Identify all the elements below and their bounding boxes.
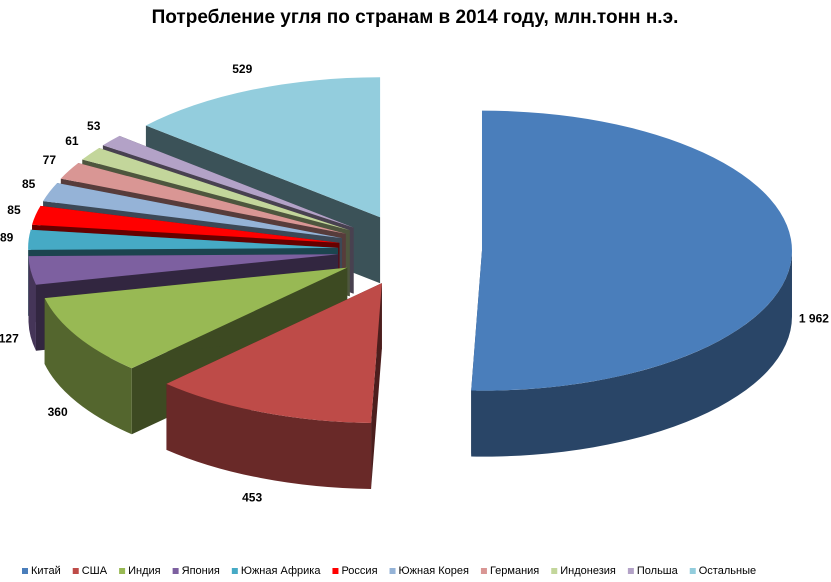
legend-swatch xyxy=(627,568,634,574)
data-label: 529 xyxy=(232,62,252,76)
legend-label: Индонезия xyxy=(560,565,616,577)
legend-label: Япония xyxy=(182,565,220,577)
legend-label: Китай xyxy=(31,565,61,577)
slice xyxy=(166,283,382,424)
legend-label: США xyxy=(82,565,108,577)
slice xyxy=(43,182,343,239)
slice xyxy=(82,147,350,231)
legend-swatch xyxy=(119,568,126,574)
data-label: 77 xyxy=(43,153,57,167)
legend-label: Индия xyxy=(128,565,161,577)
slice xyxy=(28,254,339,285)
legend-swatch xyxy=(172,568,179,574)
data-label: 127 xyxy=(0,331,19,345)
slice-wall xyxy=(44,298,132,435)
slice xyxy=(471,110,792,391)
legend-swatch xyxy=(22,568,28,574)
data-label: 89 xyxy=(0,231,14,245)
legend-swatch xyxy=(231,568,238,574)
data-label: 453 xyxy=(242,490,262,504)
legend-swatch xyxy=(332,568,339,574)
slice xyxy=(32,205,340,243)
slice-wall xyxy=(166,383,372,490)
legend-label: Россия xyxy=(341,565,377,577)
data-label: 85 xyxy=(7,203,21,217)
data-label: 85 xyxy=(22,177,36,191)
legend-label: Германия xyxy=(490,565,539,577)
legend-label: Южная Корея xyxy=(399,565,469,577)
slice xyxy=(102,135,354,228)
slice-wall xyxy=(471,250,792,457)
legend-swatch xyxy=(689,568,696,574)
data-label: 1 962 xyxy=(799,312,829,326)
legend-swatch xyxy=(72,568,79,574)
slice xyxy=(28,229,339,250)
slice-wall xyxy=(28,256,36,351)
data-label: 53 xyxy=(87,119,101,133)
chart-title: Потребление угля по странам в 2014 году,… xyxy=(152,7,679,28)
legend-label: Остальные xyxy=(699,565,756,577)
data-label: 360 xyxy=(48,405,68,419)
data-label: 61 xyxy=(65,134,79,148)
legend: Китай США Индия Япония Южная Африка Россия Южн… xyxy=(22,565,756,577)
legend-swatch xyxy=(551,568,558,574)
slice xyxy=(60,163,346,234)
legend-label: Польша xyxy=(637,565,679,577)
legend-swatch xyxy=(480,568,487,574)
legend-label: Южная Африка xyxy=(241,565,322,577)
slice xyxy=(145,77,381,218)
legend-swatch xyxy=(389,568,396,574)
slice xyxy=(44,267,348,369)
